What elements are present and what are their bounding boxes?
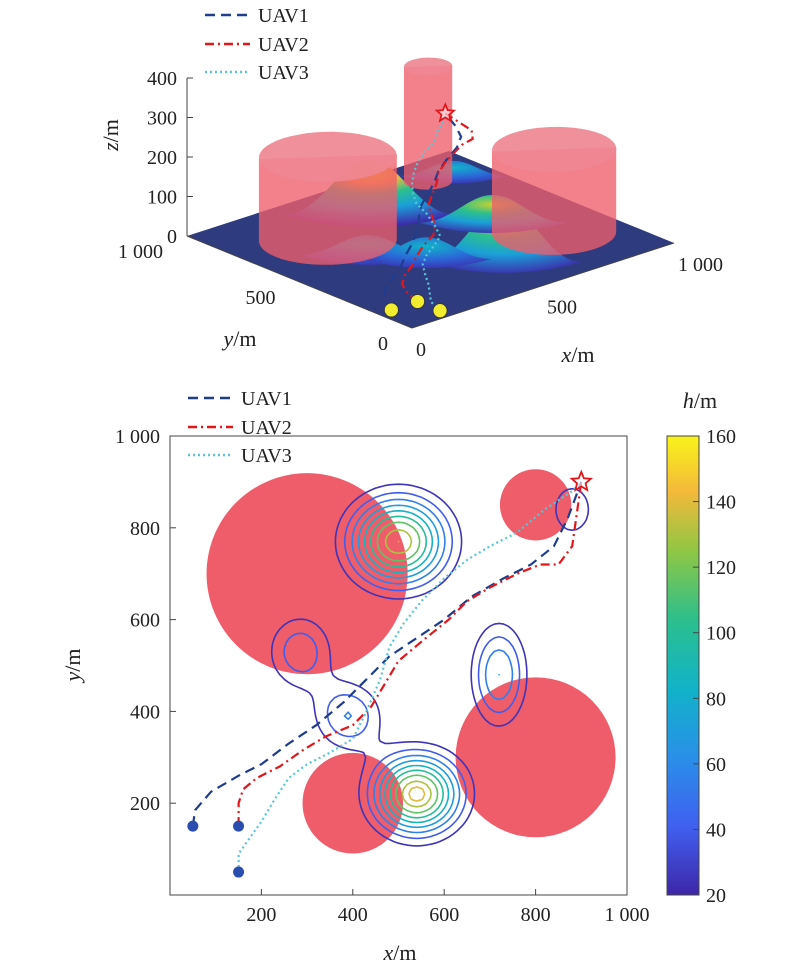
z-tick-label: 300: [147, 108, 177, 130]
z-tick-label: 400: [147, 68, 177, 90]
z-tick-label: 200: [147, 147, 177, 169]
z-axis-label-3d: z/m: [98, 119, 123, 152]
legend-3d: UAV1 UAV2 UAV3: [205, 5, 309, 84]
z-tick-label: 100: [147, 187, 177, 209]
obstacle-cylinder-top-1: [258, 131, 397, 182]
colorbar-tick-label: 100: [706, 623, 736, 645]
start-point-3d-2: [410, 294, 425, 309]
start-point-uav2: [233, 820, 245, 832]
uav-paths-2d: [191, 481, 583, 872]
legend-label-uav1: UAV1: [258, 5, 309, 27]
path-uav1: [191, 481, 583, 827]
legend-label-uav1-2d: UAV1: [241, 388, 292, 410]
goal-star-3d: [434, 102, 457, 123]
start-goal-markers-2d: [187, 469, 594, 878]
y-axis-line-3d: [186, 235, 413, 329]
path3d-uav2: [401, 112, 474, 303]
y-tick-label: 600: [130, 610, 160, 632]
x-tick-label: 1 000: [605, 904, 650, 926]
legend-2d: UAV1 UAV2 UAV3: [188, 388, 292, 467]
colorbar-gradient: [666, 435, 700, 896]
contour-plot: 200 400 600 800 1 000 200 400 600 800 1 000 x/m y…: [60, 388, 736, 965]
x-tick-label-3d: 500: [547, 297, 577, 319]
x-tick-label: 400: [338, 904, 368, 926]
legend-label-uav2: UAV2: [258, 34, 309, 56]
obstacle-circle-3: [455, 677, 616, 838]
x-axis-line-3d: [411, 242, 675, 329]
z-tick-label: 0: [167, 226, 177, 248]
legend-label-uav3: UAV3: [258, 62, 309, 84]
uav-paths-3d: [383, 112, 474, 312]
contour-level-55: [343, 498, 514, 834]
obstacle-cylinder-top-3: [492, 126, 617, 172]
legend-label-uav2-2d: UAV2: [241, 417, 292, 439]
contour-level-25: [270, 483, 590, 847]
x-tick-label-3d: 1 000: [678, 254, 723, 276]
legend-label-uav3-2d: UAV3: [241, 445, 292, 467]
obstacle-circle-4: [499, 469, 572, 541]
obstacle-cylinder-body-3: [492, 147, 617, 255]
y-tick-label: 200: [130, 793, 160, 815]
start-point-3d-3: [432, 303, 448, 319]
y-tick-label-3d: 1 000: [118, 241, 163, 263]
colorbar-ticks: 20 40 60 80 100 120 140 160: [693, 426, 736, 907]
path3d-uav3: [410, 113, 447, 312]
colorbar-tick-label: 140: [706, 492, 736, 514]
y-tick-label: 800: [130, 518, 160, 540]
path-uav2: [237, 481, 583, 827]
contour-level-130: [384, 529, 432, 808]
colorbar-tick-label: 80: [706, 688, 726, 710]
contour-level-100: [369, 515, 444, 819]
x-tick-label: 600: [429, 904, 459, 926]
x-axis-label-2d: x/m: [383, 940, 417, 965]
start-point-3d-1: [383, 302, 399, 318]
contour-level-115: [376, 521, 439, 814]
obstacle-cylinder-tops-3d: [258, 57, 617, 182]
goal-star-2d: [569, 469, 594, 492]
y-tick-label-3d: 0: [378, 333, 388, 355]
contour-level-85: [363, 510, 450, 824]
terrain-hill-4: [361, 237, 492, 269]
colorbar-tick-label: 60: [706, 754, 726, 776]
y-tick-label: 1 000: [115, 426, 160, 448]
path-uav3: [237, 481, 583, 872]
contour-level-70: [357, 504, 500, 829]
start-goal-markers-3d: [383, 102, 457, 319]
colorbar: 20 40 60 80 100 120 140 160 h/m: [666, 388, 736, 907]
y-tick-label: 400: [130, 701, 160, 723]
terrain-contours: [270, 483, 590, 847]
x-tick-label-3d: 0: [416, 339, 426, 361]
start-point-uav1: [187, 820, 199, 832]
obstacle-cylinder-body-1: [258, 154, 397, 265]
start-point-uav3: [233, 866, 245, 878]
obstacle-cylinder-body-2: [404, 65, 453, 190]
axis-ticks-2d: 200 400 600 800 1 000 200 400 600 800 1 000: [115, 426, 650, 926]
x-tick-label: 800: [521, 904, 551, 926]
contour-level-140: [397, 540, 426, 802]
x-tick-label: 200: [246, 904, 276, 926]
y-axis-label-2d: y/m: [60, 649, 85, 684]
colorbar-tick-label: 20: [706, 885, 726, 907]
colorbar-tick-label: 120: [706, 557, 736, 579]
path3d-uav1: [383, 112, 463, 311]
x-axis-label-3d: x/m: [561, 342, 595, 367]
colorbar-label: h/m: [683, 388, 717, 413]
y-tick-label-3d: 500: [246, 287, 276, 309]
obstacle-cylinders-3d: [258, 65, 617, 265]
colorbar-tick-label: 40: [706, 819, 726, 841]
colorbar-tick-label: 160: [706, 426, 736, 448]
obstacle-cylinder-top-2: [404, 57, 453, 76]
y-axis-label-3d: y/m: [222, 326, 257, 351]
